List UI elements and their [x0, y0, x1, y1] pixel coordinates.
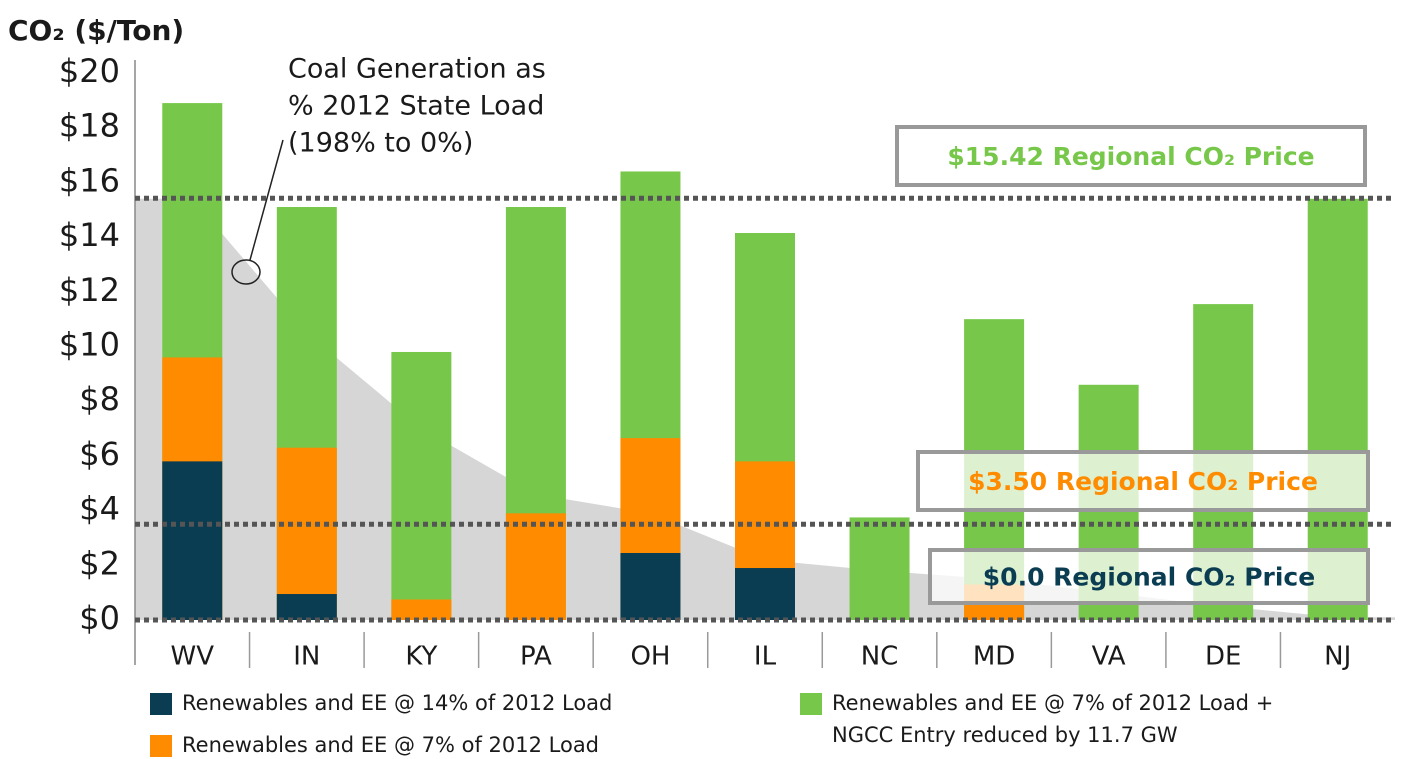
annotation-leader	[249, 139, 284, 261]
reference-label: $0.0 Regional CO₂ Price	[983, 563, 1315, 592]
x-tick-label: IN	[293, 642, 320, 672]
y-tick-label: $8	[79, 380, 120, 418]
bar	[276, 594, 337, 620]
x-tick-label: VA	[1092, 642, 1126, 672]
bar	[162, 461, 223, 620]
x-tick-label: MD	[973, 642, 1015, 672]
bar	[505, 513, 566, 620]
x-tick-label: WV	[171, 642, 215, 672]
annotation: (198% to 0%)	[288, 128, 473, 159]
y-tick-label: $20	[59, 52, 120, 90]
x-tick-label: DE	[1205, 642, 1241, 672]
label-box	[895, 125, 1367, 187]
y-tick-label: $10	[59, 326, 120, 364]
legend-swatch	[150, 693, 172, 715]
y-tick-label: $0	[79, 599, 120, 637]
reference-label: $3.50 Regional CO₂ Price	[968, 467, 1318, 496]
x-tick-label: NJ	[1324, 642, 1351, 672]
y-tick-label: $12	[59, 271, 120, 309]
annotation: Coal Generation as	[288, 54, 546, 85]
legend-swatch	[800, 693, 822, 715]
bar	[276, 447, 337, 620]
label-box	[916, 450, 1370, 512]
bar	[620, 552, 681, 620]
x-tick-label: IL	[754, 642, 777, 672]
y-tick-label: $18	[59, 107, 120, 145]
reference-label: $15.42 Regional CO₂ Price	[947, 142, 1314, 171]
y-tick-label: $14	[59, 216, 120, 254]
legend-label: Renewables and EE @ 7% of 2012 Load	[182, 733, 599, 757]
annotation: % 2012 State Load	[288, 91, 544, 122]
bar	[849, 517, 910, 620]
bar	[735, 568, 795, 620]
x-tick-label: KY	[405, 642, 437, 672]
y-tick-label: $16	[59, 161, 120, 199]
x-tick-label: PA	[520, 642, 552, 672]
y-tick-label: $6	[79, 435, 120, 473]
label-box	[928, 548, 1370, 605]
legend-label: NGCC Entry reduced by 11.7 GW	[832, 723, 1178, 747]
legend-swatch	[150, 735, 172, 757]
y-tick-label: $4	[79, 490, 120, 528]
x-tick-label: OH	[630, 642, 670, 672]
x-tick-label: NC	[861, 642, 899, 672]
legend-label: Renewables and EE @ 7% of 2012 Load +	[832, 691, 1273, 715]
y-tick-label: $2	[79, 544, 120, 582]
bar	[391, 599, 452, 620]
legend-label: Renewables and EE @ 14% of 2012 Load	[182, 691, 612, 715]
annotation-circle	[231, 259, 261, 285]
axis-title: CO₂ ($/Ton)	[8, 14, 184, 47]
bar	[391, 351, 452, 620]
